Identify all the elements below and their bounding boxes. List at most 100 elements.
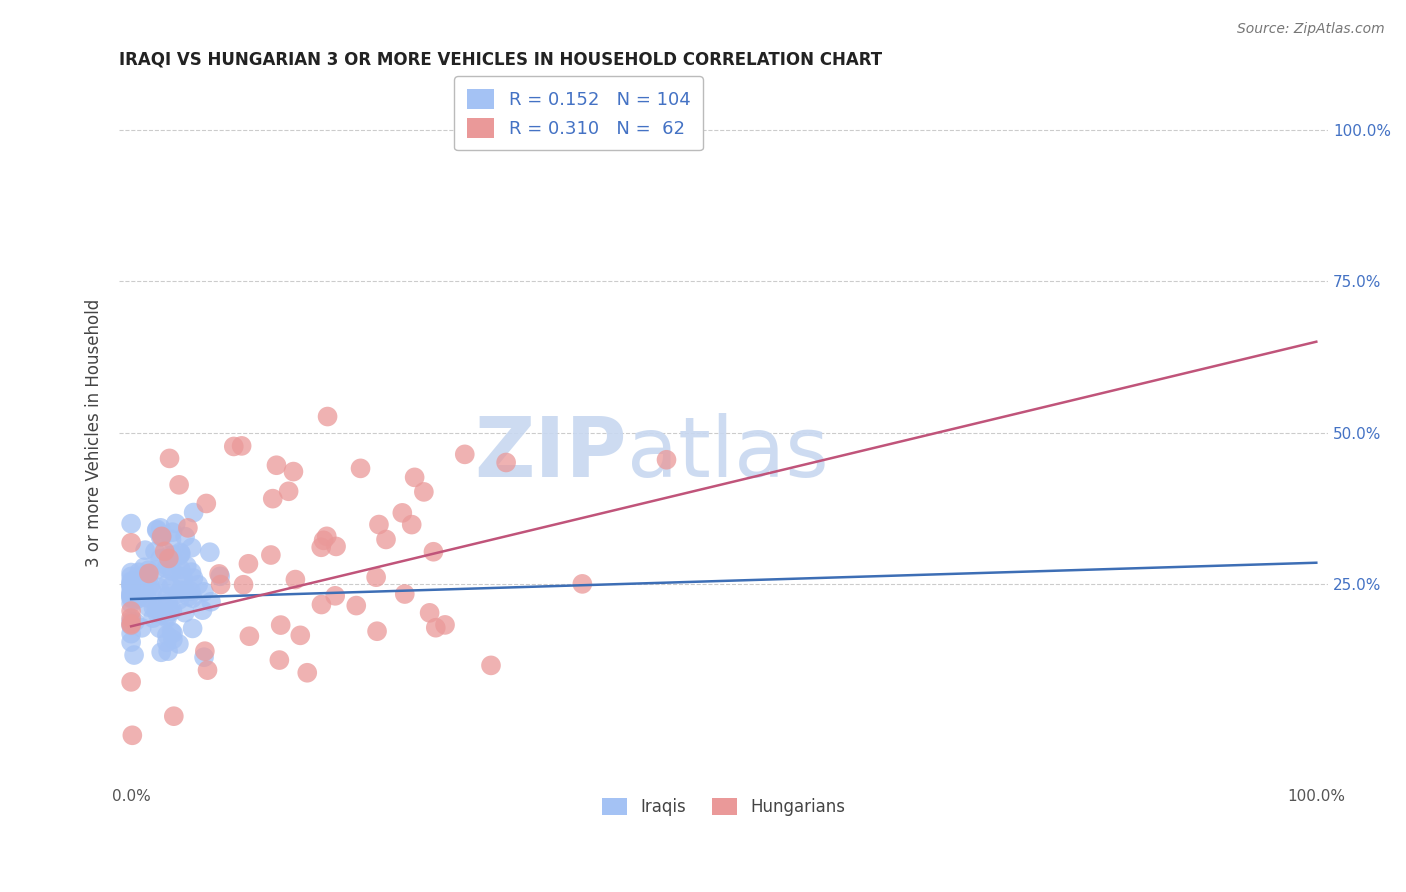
Point [222,440,245,454]
Point [479,658,502,673]
Point [150,645,173,659]
Point [127,592,149,607]
Point [120,578,142,592]
Point [150,530,173,544]
Point [120,588,142,602]
Point [422,545,444,559]
Point [146,522,169,536]
Point [134,586,156,600]
Point [120,589,142,603]
Point [138,563,160,577]
Point [153,544,176,558]
Point [124,615,146,629]
Point [194,644,217,658]
Point [159,604,181,618]
Point [197,663,219,677]
Point [297,665,319,680]
Point [401,517,423,532]
Point [120,604,142,618]
Point [170,569,193,583]
Point [120,536,142,550]
Point [160,579,183,593]
Point [121,728,143,742]
Point [200,595,222,609]
Point [169,549,191,563]
Point [311,598,333,612]
Point [349,461,371,475]
Point [238,629,260,643]
Point [152,598,174,612]
Point [150,529,173,543]
Point [316,409,339,424]
Point [145,563,167,577]
Point [344,599,367,613]
Point [146,606,169,620]
Point [156,558,179,573]
Point [156,576,179,591]
Point [127,588,149,602]
Point [157,549,180,563]
Point [160,533,183,547]
Point [156,611,179,625]
Point [198,545,221,559]
Point [145,602,167,616]
Point [157,644,180,658]
Point [315,529,337,543]
Point [125,591,148,606]
Point [157,596,180,610]
Point [163,709,186,723]
Point [232,578,254,592]
Point [156,628,179,642]
Point [120,566,142,580]
Point [145,523,167,537]
Point [167,478,190,492]
Point [122,648,145,662]
Point [425,621,447,635]
Point [366,624,388,639]
Point [177,521,200,535]
Point [266,458,288,473]
Point [434,618,457,632]
Point [142,600,165,615]
Point [262,491,284,506]
Text: atlas: atlas [627,413,828,494]
Point [120,578,142,592]
Point [120,584,142,599]
Point [191,603,214,617]
Point [571,577,593,591]
Point [132,560,155,574]
Point [173,583,195,598]
Point [391,506,413,520]
Point [120,580,142,594]
Point [120,597,142,611]
Point [143,544,166,558]
Point [312,533,335,548]
Point [454,447,477,461]
Point [269,653,291,667]
Point [160,624,183,639]
Point [209,577,232,591]
Point [136,591,159,605]
Point [238,557,260,571]
Point [131,621,153,635]
Legend: Iraqis, Hungarians: Iraqis, Hungarians [595,789,853,824]
Text: Source: ZipAtlas.com: Source: ZipAtlas.com [1237,22,1385,37]
Point [132,570,155,584]
Point [170,562,193,576]
Point [195,496,218,510]
Point [169,545,191,559]
Point [177,590,200,604]
Point [120,587,142,601]
Point [270,618,292,632]
Point [120,674,142,689]
Point [193,650,215,665]
Point [325,540,347,554]
Point [181,591,204,606]
Point [209,569,232,583]
Point [323,589,346,603]
Point [277,484,299,499]
Point [162,548,184,562]
Point [180,541,202,555]
Point [187,577,209,591]
Point [162,626,184,640]
